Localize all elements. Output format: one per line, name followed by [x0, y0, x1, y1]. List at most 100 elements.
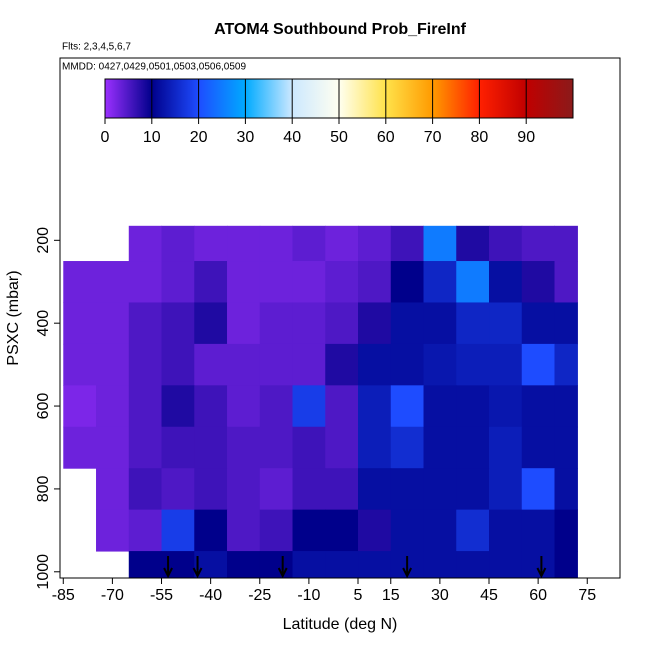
- heat-cell: [521, 509, 556, 552]
- heat-cell: [521, 343, 556, 386]
- x-tick-label: 60: [529, 587, 547, 604]
- heat-cell: [358, 385, 392, 428]
- x-axis-label: Latitude (deg N): [283, 616, 398, 633]
- heat-cell: [390, 385, 425, 428]
- heat-cell: [63, 302, 97, 345]
- heat-cell: [554, 468, 578, 511]
- heat-cell: [489, 302, 523, 345]
- heat-cell: [161, 426, 195, 469]
- heat-cell: [63, 343, 97, 386]
- y-axis-label: PSXC (mbar): [5, 270, 22, 365]
- heat-cell: [423, 426, 457, 469]
- heat-cell: [325, 426, 359, 469]
- heat-cell: [325, 261, 359, 303]
- heat-cell: [96, 509, 130, 552]
- heat-cell: [554, 426, 578, 469]
- heat-cell: [96, 343, 130, 386]
- plot-frame: [59, 57, 621, 579]
- heat-cell: [358, 426, 392, 469]
- arrow-head: [277, 567, 288, 579]
- heat-cell: [292, 261, 326, 303]
- heat-cell: [554, 261, 578, 303]
- heat-cell: [521, 261, 556, 303]
- heat-cell: [423, 509, 457, 552]
- heat-cell: [358, 468, 392, 511]
- heat-cell: [456, 261, 490, 303]
- heat-cell: [521, 468, 556, 511]
- heat-cell: [456, 385, 490, 428]
- heat-cell: [259, 509, 294, 552]
- heat-cell: [358, 261, 392, 303]
- heat-cell: [227, 551, 261, 579]
- x-tick-label: 45: [480, 587, 498, 604]
- annotation: MMDD: 0427,0429,0501,0503,0506,0509: [62, 62, 246, 73]
- heat-cell: [161, 343, 195, 386]
- heat-cell: [423, 385, 457, 428]
- heat-cell: [63, 261, 97, 303]
- heat-cell: [128, 225, 163, 262]
- heat-cell: [521, 551, 556, 579]
- colorbar-tick-label: 0: [101, 129, 110, 146]
- heat-cell: [325, 302, 359, 345]
- heat-cell: [194, 261, 228, 303]
- x-tick-label: 30: [431, 587, 449, 604]
- heat-cell: [456, 343, 490, 386]
- heat-cell: [194, 385, 228, 428]
- heat-cell: [227, 468, 261, 511]
- x-tick-label: -55: [150, 587, 173, 604]
- heat-cell: [423, 551, 457, 579]
- heat-cell: [325, 468, 359, 511]
- heat-cell: [423, 343, 457, 386]
- heat-cell: [390, 509, 425, 552]
- y-tick-label: 800: [35, 475, 52, 502]
- heat-cell: [292, 225, 326, 262]
- heat-cell: [292, 509, 326, 552]
- heat-cell: [358, 551, 392, 579]
- heat-cell: [96, 385, 130, 428]
- heat-cell: [521, 302, 556, 345]
- x-tick-label: 5: [354, 587, 363, 604]
- heat-cell: [489, 385, 523, 428]
- colorbar-tick-label: 90: [517, 129, 535, 146]
- heat-cell: [521, 225, 556, 262]
- heat-cell: [390, 302, 425, 345]
- heat-cell: [96, 468, 130, 511]
- heat-cell: [259, 551, 294, 579]
- heat-cell: [194, 426, 228, 469]
- heat-cell: [194, 225, 228, 262]
- arrow-head: [163, 567, 173, 579]
- heat-cell: [259, 426, 294, 469]
- x-tick-label: 75: [578, 587, 596, 604]
- heat-cell: [259, 468, 294, 511]
- colorbar-tick-label: 30: [237, 129, 255, 146]
- colorbar-tick-label: 10: [143, 129, 161, 146]
- x-tick-label: -25: [248, 587, 271, 604]
- heat-cell: [128, 343, 163, 386]
- arrow-head: [536, 567, 547, 579]
- plot-area: [63, 225, 578, 579]
- heat-cell: [227, 225, 261, 262]
- heat-cell: [161, 509, 195, 552]
- heat-cell: [194, 302, 228, 345]
- heat-cell: [227, 426, 261, 469]
- arrow-head: [192, 567, 203, 579]
- heat-cell: [292, 551, 326, 579]
- heat-cell: [96, 261, 130, 303]
- heat-cell: [161, 261, 195, 303]
- heat-cell: [128, 426, 163, 469]
- heat-cell: [521, 426, 556, 469]
- colorbar-tick-label: 20: [190, 129, 208, 146]
- heat-cell: [259, 343, 294, 386]
- heat-cell: [390, 343, 425, 386]
- heat-cell: [489, 343, 523, 386]
- heat-cell: [227, 302, 261, 345]
- heat-cell: [554, 225, 578, 262]
- x-tick-label: -85: [52, 587, 75, 604]
- heat-cell: [259, 385, 294, 428]
- heat-cell: [227, 261, 261, 303]
- x-tick-label: -10: [297, 587, 320, 604]
- heat-cell: [456, 509, 490, 552]
- heat-cell: [227, 343, 261, 386]
- heat-cell: [194, 468, 228, 511]
- heat-cell: [161, 225, 195, 262]
